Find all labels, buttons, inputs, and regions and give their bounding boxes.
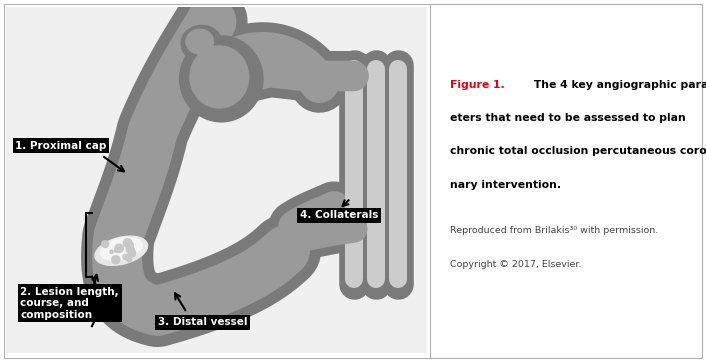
Text: 3. Distal vessel: 3. Distal vessel	[157, 317, 247, 327]
Text: 2. Lesion length,
course, and
composition: 2. Lesion length, course, and compositio…	[20, 287, 119, 320]
Circle shape	[126, 246, 134, 253]
Text: chronic total occlusion percutaneous coro-: chronic total occlusion percutaneous cor…	[450, 146, 706, 156]
Circle shape	[112, 256, 120, 264]
Circle shape	[102, 241, 109, 248]
Circle shape	[127, 257, 131, 262]
Text: Reproduced from Brilakis³⁰ with permission.: Reproduced from Brilakis³⁰ with permissi…	[450, 226, 658, 235]
Circle shape	[115, 244, 124, 252]
Circle shape	[128, 242, 133, 248]
Text: 4. Collaterals: 4. Collaterals	[300, 210, 378, 220]
Ellipse shape	[190, 46, 249, 108]
Ellipse shape	[186, 29, 213, 54]
Text: Copyright © 2017, Elsevier.: Copyright © 2017, Elsevier.	[450, 260, 582, 269]
Circle shape	[123, 254, 128, 260]
Text: The 4 key angiographic param-: The 4 key angiographic param-	[530, 80, 706, 90]
Text: 1. Proximal cap: 1. Proximal cap	[16, 141, 107, 151]
Text: Figure 1.: Figure 1.	[450, 80, 505, 90]
Circle shape	[128, 254, 131, 258]
Text: nary intervention.: nary intervention.	[450, 180, 561, 190]
Text: eters that need to be assessed to plan: eters that need to be assessed to plan	[450, 113, 686, 123]
Circle shape	[124, 239, 132, 247]
Circle shape	[110, 250, 113, 253]
Ellipse shape	[181, 25, 222, 62]
Circle shape	[128, 250, 136, 257]
Ellipse shape	[100, 237, 143, 260]
Circle shape	[114, 248, 119, 252]
Ellipse shape	[95, 236, 148, 265]
Ellipse shape	[179, 36, 263, 122]
